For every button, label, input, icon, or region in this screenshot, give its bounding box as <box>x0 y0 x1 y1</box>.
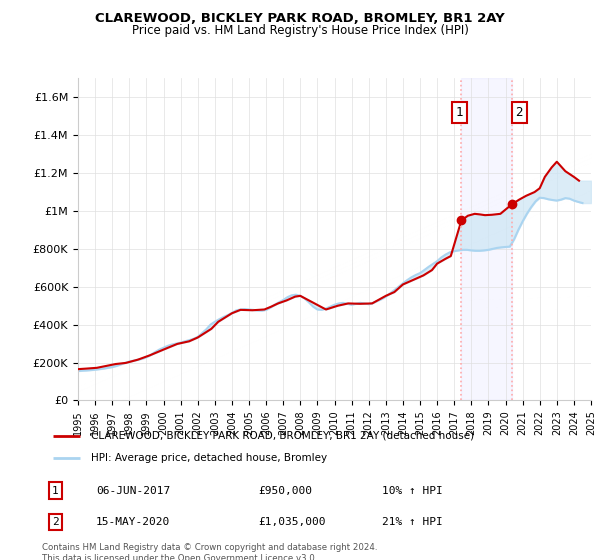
Text: 15-MAY-2020: 15-MAY-2020 <box>96 517 170 527</box>
Text: 21% ↑ HPI: 21% ↑ HPI <box>382 517 443 527</box>
Text: 2: 2 <box>515 106 523 119</box>
Text: CLAREWOOD, BICKLEY PARK ROAD, BROMLEY, BR1 2AY (detached house): CLAREWOOD, BICKLEY PARK ROAD, BROMLEY, B… <box>91 431 474 441</box>
Text: Price paid vs. HM Land Registry's House Price Index (HPI): Price paid vs. HM Land Registry's House … <box>131 24 469 37</box>
Text: Contains HM Land Registry data © Crown copyright and database right 2024.
This d: Contains HM Land Registry data © Crown c… <box>42 543 377 560</box>
Text: £950,000: £950,000 <box>258 486 312 496</box>
Text: 10% ↑ HPI: 10% ↑ HPI <box>382 486 443 496</box>
Text: £1,035,000: £1,035,000 <box>258 517 325 527</box>
Text: 2: 2 <box>52 517 59 527</box>
Text: HPI: Average price, detached house, Bromley: HPI: Average price, detached house, Brom… <box>91 453 327 463</box>
Text: 06-JUN-2017: 06-JUN-2017 <box>96 486 170 496</box>
Bar <box>461 78 512 400</box>
Text: CLAREWOOD, BICKLEY PARK ROAD, BROMLEY, BR1 2AY: CLAREWOOD, BICKLEY PARK ROAD, BROMLEY, B… <box>95 12 505 25</box>
Text: 1: 1 <box>455 106 463 119</box>
Text: 1: 1 <box>52 486 59 496</box>
